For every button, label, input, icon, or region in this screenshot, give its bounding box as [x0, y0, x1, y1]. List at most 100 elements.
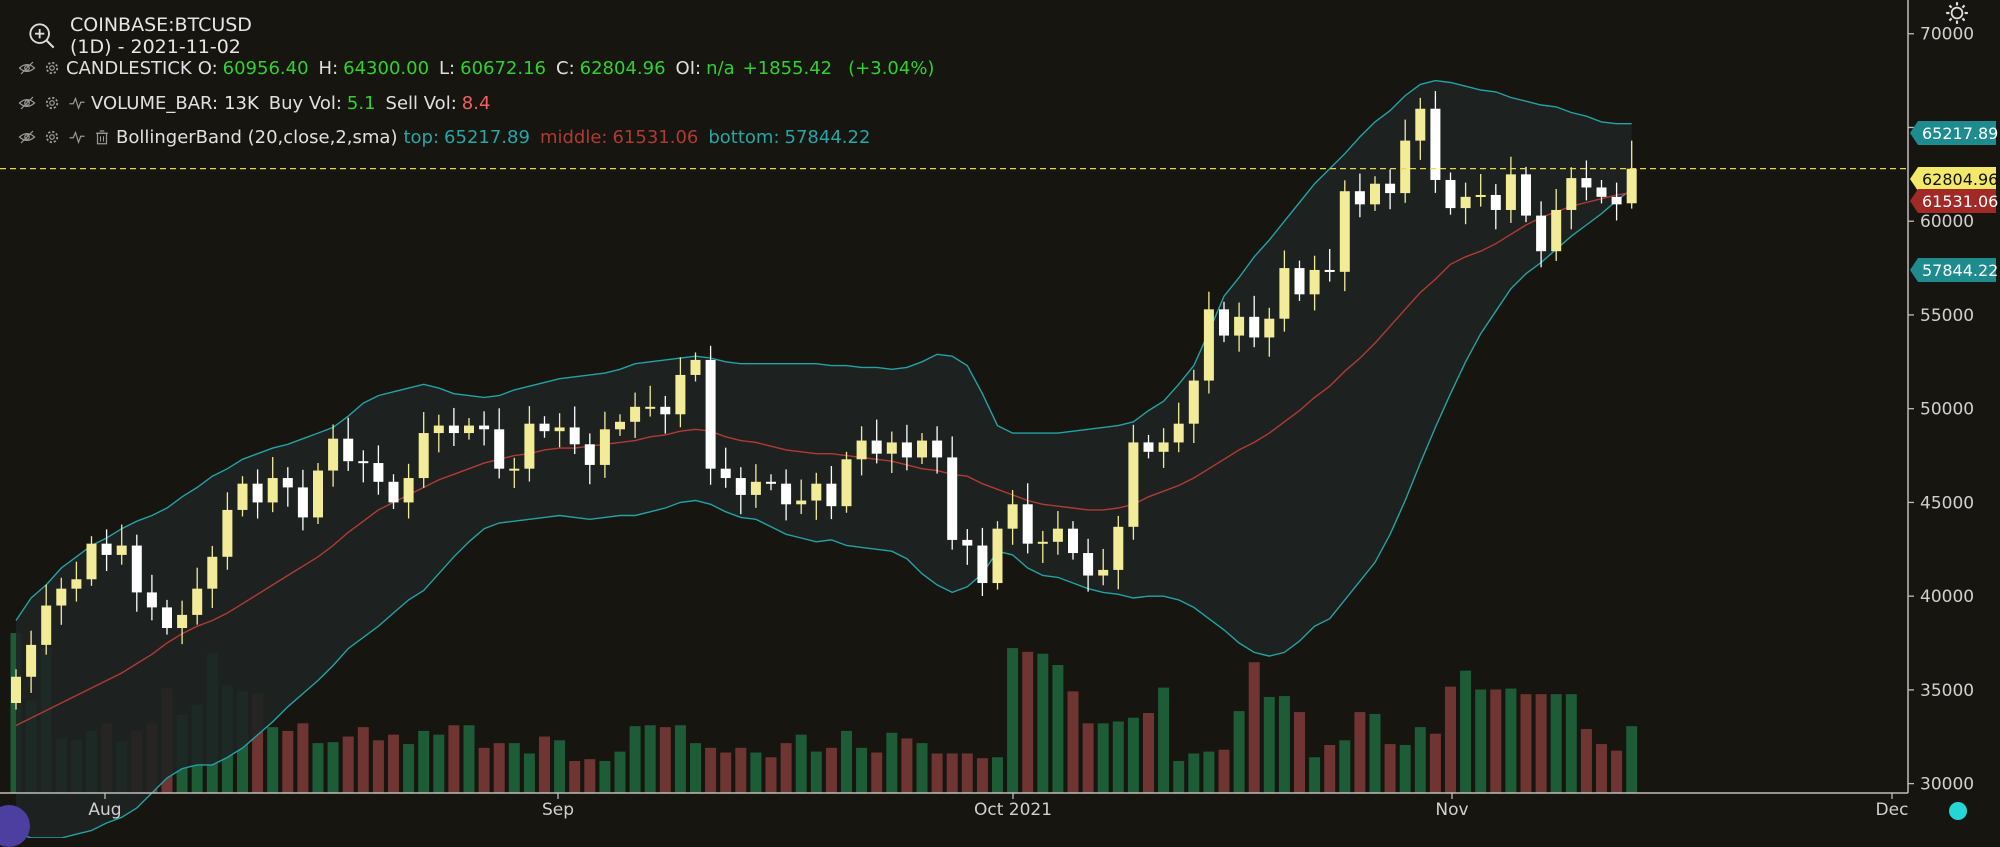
- candle-body: [1279, 268, 1290, 319]
- volume-bar: [1339, 740, 1351, 793]
- trash-icon[interactable]: [91, 126, 113, 148]
- volume-bar: [735, 747, 747, 793]
- candle-body: [1203, 309, 1214, 381]
- x-tick-label: Aug: [88, 800, 121, 820]
- eye-slash-icon[interactable]: [16, 57, 38, 79]
- price-tag-label: 62804.96: [1922, 170, 1998, 189]
- volume-bar: [825, 747, 837, 793]
- volume-bar: [901, 738, 913, 793]
- candle-body: [1475, 194, 1486, 197]
- volume-bar: [659, 727, 671, 793]
- bb-bottom-value: 57844.22: [784, 126, 871, 148]
- candle-body: [645, 406, 656, 409]
- volume-bar: [1052, 665, 1064, 793]
- volume-bar: [992, 757, 1003, 793]
- volume-bar: [418, 730, 430, 793]
- candle-body: [418, 433, 429, 479]
- x-tick-label: Sep: [542, 800, 574, 820]
- volume-bar: [267, 727, 279, 793]
- candle-body: [1143, 442, 1154, 452]
- buy-volume-value: 5.1: [346, 92, 376, 114]
- bollinger-top-line: [15, 79, 1632, 621]
- gear-icon[interactable]: [41, 126, 63, 148]
- candle-body: [1022, 504, 1033, 544]
- candle-body: [1098, 569, 1109, 576]
- volume-bar: [282, 730, 294, 793]
- x-axis-ticks: Aug Sep Oct 2021 Nov Dec: [88, 793, 1908, 820]
- volume-bar: [1278, 696, 1290, 793]
- candle-body: [1536, 215, 1547, 252]
- gear-icon[interactable]: [41, 92, 63, 114]
- volume-bar: [780, 743, 792, 793]
- chart-title-row: COINBASE:BTCUSD (1D) - 2021-11-02: [28, 14, 254, 58]
- candle-body: [796, 500, 807, 505]
- volume-bar: [357, 727, 369, 793]
- candle-body: [781, 483, 792, 505]
- candle-body: [615, 421, 625, 430]
- volume-bar: [674, 725, 686, 793]
- candle-body: [267, 478, 278, 503]
- candle-body: [433, 425, 444, 434]
- candle-body: [11, 676, 21, 704]
- chart-title: COINBASE:BTCUSD (1D) - 2021-11-02: [70, 14, 252, 58]
- candle-body: [1339, 191, 1350, 272]
- close-label: C:: [556, 57, 575, 79]
- eye-slash-icon[interactable]: [16, 126, 38, 148]
- candle-body: [162, 607, 172, 629]
- volume-bar: [478, 747, 490, 793]
- volume-bar: [1369, 713, 1381, 793]
- candle-body: [358, 461, 369, 464]
- price-tags: 65217.89 62804.96 61531.06 57844.22: [1910, 121, 1998, 282]
- candle-body: [1611, 196, 1622, 205]
- zoom-in-icon[interactable]: [28, 21, 56, 51]
- volume-bar: [1354, 712, 1366, 793]
- gear-icon[interactable]: [41, 57, 63, 79]
- y-tick-label: 45000: [1920, 493, 1974, 513]
- close-value: 62804.96: [579, 57, 666, 79]
- open-label: O:: [197, 57, 218, 79]
- candle-body: [222, 509, 233, 557]
- candle-body: [282, 478, 293, 488]
- volume-bar: [1324, 745, 1336, 793]
- candlestick-label: CANDLESTICK: [66, 57, 192, 79]
- volume-bar: [841, 730, 852, 793]
- volume-bar: [1460, 670, 1472, 793]
- candle-body: [690, 359, 701, 375]
- eye-slash-icon[interactable]: [16, 92, 38, 114]
- candle-body: [26, 644, 37, 677]
- candle-body: [1007, 504, 1018, 529]
- candle-body: [448, 425, 459, 434]
- settings-gear-icon[interactable]: [1944, 0, 1970, 26]
- status-dot[interactable]: [1949, 802, 1967, 820]
- volume-bar: [297, 723, 309, 793]
- volume-bar: [599, 761, 611, 793]
- volume-bar: [916, 743, 928, 793]
- candle-body: [1551, 209, 1562, 252]
- candle-body: [584, 444, 595, 465]
- candle-body: [1234, 316, 1245, 336]
- volume-bar: [810, 751, 822, 793]
- volume-bar: [1535, 694, 1547, 793]
- candle-body: [343, 438, 354, 462]
- candle-body: [1490, 194, 1501, 210]
- candle-body: [554, 427, 565, 432]
- candle-body: [886, 442, 897, 454]
- volume-bar: [1037, 653, 1049, 793]
- candle-body: [524, 423, 535, 469]
- volume-bar: [403, 744, 415, 793]
- low-value: 60672.16: [460, 57, 547, 79]
- candle-body: [599, 429, 610, 465]
- volume-bar: [372, 740, 384, 793]
- x-tick-label: Oct 2021: [974, 800, 1052, 820]
- volume-bar: [1475, 689, 1487, 793]
- candle-body: [856, 440, 867, 460]
- volume-bar: [1490, 689, 1502, 793]
- candle-body: [720, 468, 731, 479]
- volume-bar: [1082, 723, 1094, 793]
- change-percent: (+3.04%): [848, 57, 935, 79]
- candle-body: [252, 483, 263, 503]
- candle-body: [705, 359, 716, 469]
- candle-body: [675, 374, 686, 415]
- volume-bar: [1067, 691, 1079, 793]
